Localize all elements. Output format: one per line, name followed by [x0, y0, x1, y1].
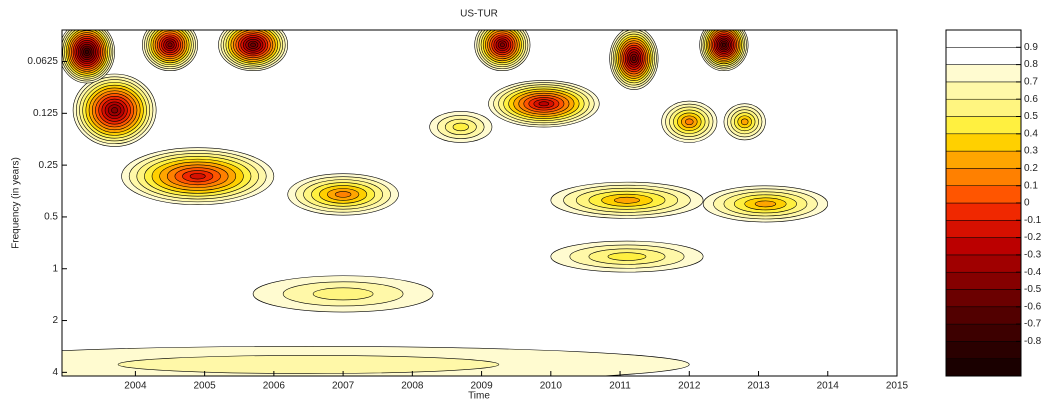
x-tick-label: 2007 [332, 381, 355, 392]
colorbar-swatch [945, 185, 1022, 204]
colorbar-swatch [945, 306, 1022, 325]
contour-region [250, 42, 256, 47]
y-tick-label: 0.125 [33, 108, 58, 119]
contour-region [452, 122, 469, 132]
colorbar-swatch [945, 29, 1022, 48]
contour-region [334, 191, 352, 198]
colorbar-tick-label: -0.2 [1024, 232, 1042, 243]
y-tick-label: 0.0625 [27, 56, 58, 67]
colorbar-swatch [945, 254, 1022, 273]
x-tick-label: 2015 [886, 381, 909, 392]
contour-region [189, 173, 206, 180]
colorbar-swatch [945, 358, 1022, 377]
colorbar [945, 29, 1022, 377]
contour-region [607, 252, 647, 261]
colorbar-swatch [945, 64, 1022, 83]
y-tick-label: 1 [52, 263, 58, 274]
contour-region [613, 196, 640, 204]
x-tick-label: 2006 [263, 381, 286, 392]
colorbar-tick-label: 0.9 [1024, 42, 1038, 53]
colorbar-swatch [945, 237, 1022, 256]
y-tick-label: 0.25 [39, 160, 59, 171]
contour-region [312, 287, 374, 301]
contour-region [499, 42, 505, 48]
x-tick-label: 2009 [470, 381, 493, 392]
colorbar-tick-label: -0.4 [1024, 267, 1042, 278]
contour-region [117, 355, 500, 374]
colorbar-swatch [945, 81, 1022, 100]
contour-region [740, 118, 749, 126]
y-tick-label: 0.5 [44, 212, 58, 223]
x-tick-label: 2008 [401, 381, 424, 392]
contour-region [111, 107, 119, 114]
colorbar-swatch [945, 133, 1022, 152]
colorbar-tick-label: -0.8 [1024, 336, 1042, 347]
colorbar-swatch [945, 341, 1022, 359]
colorbar-swatch [945, 323, 1022, 342]
colorbar-swatch [945, 116, 1022, 135]
x-axis-label: Time [468, 391, 490, 402]
colorbar-tick-label: -0.1 [1024, 215, 1042, 226]
contour-region [685, 118, 694, 126]
y-tick-label: 4 [52, 367, 58, 378]
contour-region [167, 42, 173, 48]
colorbar-tick-label: 0.5 [1024, 111, 1038, 122]
colorbar-swatch [945, 220, 1022, 238]
contour-region [721, 42, 726, 47]
contour-region [631, 55, 636, 61]
x-tick-label: 2010 [540, 381, 563, 392]
contour-region [538, 101, 550, 107]
contours [62, 30, 829, 376]
y-axis-label: Frequency (in years) [11, 157, 22, 249]
colorbar-swatch [945, 47, 1022, 65]
x-tick-label: 2011 [609, 381, 631, 392]
x-tick-label: 2013 [747, 381, 770, 392]
colorbar-swatch [945, 202, 1022, 221]
colorbar-tick-label: 0.1 [1024, 180, 1038, 191]
colorbar-swatch [945, 289, 1022, 308]
colorbar-tick-label: 0.8 [1024, 59, 1038, 70]
colorbar-swatch [945, 271, 1022, 290]
colorbar-tick-label: 0 [1024, 198, 1030, 209]
colorbar-swatch [945, 150, 1022, 169]
plot-frame [61, 29, 898, 377]
colorbar-tick-label: 0.4 [1024, 128, 1038, 139]
colorbar-swatch [945, 168, 1022, 186]
y-tick-label: 2 [52, 315, 58, 326]
contour-region [754, 200, 777, 208]
colorbar-tick-label: -0.3 [1024, 250, 1042, 261]
colorbar-tick-label: -0.5 [1024, 284, 1042, 295]
colorbar-tick-label: 0.7 [1024, 77, 1038, 88]
colorbar-tick-label: 0.3 [1024, 146, 1038, 157]
colorbar-tick-label: -0.6 [1024, 301, 1042, 312]
colorbar-frame [945, 29, 1022, 377]
colorbar-tick-label: -0.7 [1024, 319, 1042, 330]
x-tick-label: 2012 [678, 381, 701, 392]
x-tick-label: 2014 [817, 381, 840, 392]
colorbar-swatch [945, 98, 1022, 117]
chart-title: US-TUR [460, 9, 498, 20]
x-tick-label: 2005 [194, 381, 217, 392]
contour-region [84, 49, 89, 55]
x-tick-label: 2004 [124, 381, 147, 392]
colorbar-tick-label: 0.2 [1024, 163, 1038, 174]
colorbar-tick-label: 0.6 [1024, 94, 1038, 105]
